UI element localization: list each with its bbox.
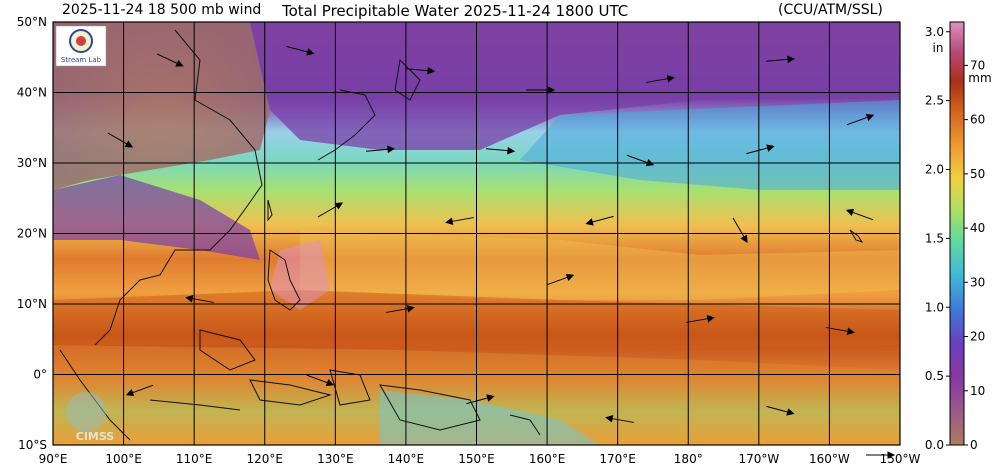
inch-tick-label: 0.0 xyxy=(925,438,944,452)
inch-tick-label: 1.5 xyxy=(925,231,944,245)
lat-label: 10°N xyxy=(17,297,47,311)
mm-tick-label: 20 xyxy=(970,330,985,344)
wind-level-label: 2025-11-24 18 500 mb wind xyxy=(62,2,262,18)
lon-label: 110°E xyxy=(176,452,213,466)
colorbar-mm-unit: mm xyxy=(968,71,991,85)
lon-label: 180° xyxy=(674,452,703,466)
tpw-colorbar: in mm 3.0 2.5 2.0 1.5 1.0 0.5 0.0 70 60 50 40 30 20… xyxy=(925,21,992,452)
mm-tick-label: 40 xyxy=(970,221,985,235)
lon-label: 90°E xyxy=(39,452,68,466)
lat-label: 50°N xyxy=(17,15,47,29)
mm-tick-label: 0 xyxy=(970,438,978,452)
mm-tick-label: 70 xyxy=(970,58,985,72)
latitude-labels: 50°N 40°N 30°N 20°N 10°N 0° 10°S xyxy=(17,15,47,452)
inch-tick-label: 1.0 xyxy=(925,300,944,314)
mm-tick-label: 30 xyxy=(970,275,985,289)
stream-lab-logo: Stream Lab xyxy=(55,25,107,67)
lon-label: 170°E xyxy=(599,452,636,466)
lon-label: 140°E xyxy=(388,452,425,466)
inch-tick-label: 3.0 xyxy=(925,25,944,39)
colorbar-inch-unit: in xyxy=(933,41,944,55)
lat-label: 30°N xyxy=(17,156,47,170)
inch-tick-label: 2.0 xyxy=(925,163,944,177)
lon-label: 160°W xyxy=(809,452,850,466)
inch-tick-label: 0.5 xyxy=(925,369,944,383)
logo-text-stream-lab: Stream Lab xyxy=(61,56,102,64)
mm-tick-label: 10 xyxy=(970,384,985,398)
lon-label: 160°E xyxy=(529,452,566,466)
mm-tick-label: 50 xyxy=(970,167,985,181)
lon-label: 130°E xyxy=(317,452,354,466)
colorbar-mm-ticks: 70 60 50 40 30 20 10 0 xyxy=(964,58,985,452)
lon-label: 100°E xyxy=(105,452,142,466)
lat-lon-gridlines xyxy=(53,22,900,445)
colorbar-scale xyxy=(949,21,965,446)
lon-label: 170°W xyxy=(738,452,779,466)
page-title: Total Precipitable Water 2025-11-24 1800… xyxy=(282,2,629,20)
lon-label: 120°E xyxy=(247,452,284,466)
mm-tick-label: 60 xyxy=(970,113,985,127)
credit-label: (CCU/ATM/SSL) xyxy=(778,2,883,18)
logo-text-cimss: CIMSS xyxy=(76,430,115,443)
lat-label: 0° xyxy=(33,368,47,382)
map-frame xyxy=(52,21,901,446)
inch-tick-label: 2.5 xyxy=(925,94,944,108)
lat-label: 10°S xyxy=(18,438,47,452)
longitude-labels: 90°E 100°E 110°E 120°E 130°E 140°E 150°E 160°E 1… xyxy=(39,452,921,466)
cimss-logo: CIMSS xyxy=(66,392,114,443)
lon-label: 150°E xyxy=(458,452,495,466)
lat-label: 20°N xyxy=(17,227,47,241)
lat-label: 40°N xyxy=(17,86,47,100)
colorbar-inch-ticks: 3.0 2.5 2.0 1.5 1.0 0.5 0.0 xyxy=(925,25,950,452)
lon-label: 150°W xyxy=(880,452,921,466)
